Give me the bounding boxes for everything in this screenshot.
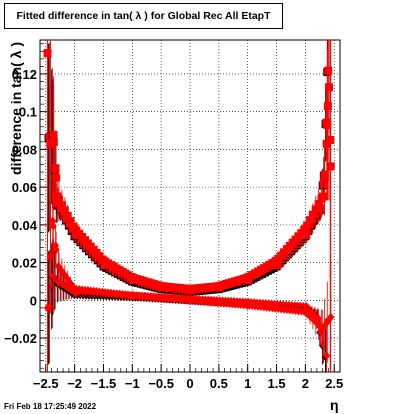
- square-marker: [243, 273, 252, 282]
- diamond-marker: [46, 252, 54, 262]
- square-marker: [272, 256, 281, 265]
- diamond-marker: [244, 300, 252, 310]
- square-marker: [306, 216, 314, 225]
- diamond-marker: [49, 216, 57, 226]
- square-marker: [318, 192, 327, 201]
- y-tick-label: 0: [30, 293, 37, 308]
- diamond-marker: [301, 307, 309, 317]
- x-tick-label: 2: [302, 376, 309, 391]
- y-axis-label: difference in tan( λ ): [8, 41, 24, 175]
- y-tick-label: 0.12: [12, 67, 37, 82]
- square-marker: [325, 83, 334, 92]
- x-tick-label: 2.5: [325, 376, 343, 391]
- x-tick-label: 1: [244, 376, 251, 391]
- diamond-marker: [52, 241, 60, 251]
- y-tick-label: 0.08: [12, 142, 37, 157]
- x-tick-label: −1.5: [91, 376, 117, 391]
- square-marker: [49, 137, 58, 146]
- diamond-marker: [44, 303, 51, 313]
- square-marker: [99, 256, 108, 265]
- data-series: [43, 40, 335, 372]
- diamond-marker: [71, 284, 79, 294]
- x-tick-label: 1.5: [267, 376, 285, 391]
- square-marker: [63, 211, 72, 220]
- y-tick-label: −0.02: [4, 331, 37, 346]
- diamond-marker: [58, 266, 66, 276]
- square-marker: [316, 204, 325, 213]
- diamond-marker: [186, 295, 194, 305]
- axis-ticks: −2.5 −2 −1.5 −1 −0.5 0 0.5 1 1.5 2 2.5 −0.02 0 0.02 0.…: [4, 43, 343, 391]
- y-tick-label: 0.04: [12, 218, 38, 233]
- y-tick-label: 0.02: [12, 256, 37, 271]
- square-marker: [157, 282, 166, 291]
- square-marker: [314, 200, 323, 209]
- diamond-marker: [128, 291, 136, 301]
- y-tick-label: 0.1: [19, 105, 37, 120]
- diamond-marker: [54, 261, 62, 271]
- diamond-marker: [54, 277, 62, 287]
- x-tick-label: 0.5: [210, 376, 228, 391]
- timestamp: Fri Feb 18 17:25:49 2022: [4, 402, 97, 411]
- square-marker: [320, 173, 329, 182]
- chart-title: Fitted difference in tan( λ ) for Global…: [4, 3, 283, 29]
- square-marker: [51, 164, 60, 173]
- square-marker: [53, 192, 62, 201]
- square-marker: [323, 102, 332, 111]
- square-marker: [43, 49, 52, 58]
- square-marker: [70, 224, 79, 233]
- diamond-marker: [322, 351, 330, 361]
- square-marker: [308, 210, 317, 219]
- x-tick-label: −0.5: [148, 376, 174, 391]
- x-tick-label: −2.5: [33, 376, 59, 391]
- x-axis-label: η: [330, 397, 339, 413]
- x-tick-label: −1: [125, 376, 140, 391]
- square-marker: [322, 139, 331, 148]
- square-marker: [52, 173, 61, 182]
- grid: [40, 40, 340, 372]
- square-marker: [128, 273, 137, 282]
- square-marker: [323, 120, 332, 129]
- diamond-marker: [50, 271, 58, 281]
- square-marker: [186, 285, 194, 293]
- diamond-marker: [327, 312, 335, 322]
- square-marker: [60, 206, 69, 215]
- y-tick-label: 0.06: [12, 180, 37, 195]
- x-tick-label: −2: [67, 376, 82, 391]
- square-marker: [326, 162, 335, 171]
- square-marker: [301, 224, 310, 233]
- square-marker: [302, 230, 311, 239]
- square-marker: [214, 282, 223, 291]
- square-marker: [57, 201, 66, 210]
- square-marker: [66, 217, 75, 226]
- diamond-marker: [319, 324, 327, 334]
- square-marker: [311, 205, 320, 214]
- x-tick-label: 0: [186, 376, 193, 391]
